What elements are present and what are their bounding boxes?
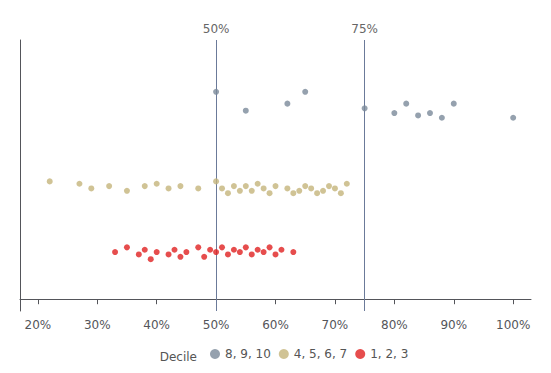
svg-text:50%: 50%	[203, 22, 230, 36]
svg-text:70%: 70%	[322, 318, 349, 332]
svg-text:30%: 30%	[84, 318, 111, 332]
svg-text:20%: 20%	[24, 318, 51, 332]
svg-text:8, 9, 10: 8, 9, 10	[225, 347, 271, 361]
svg-text:80%: 80%	[381, 318, 408, 332]
svg-text:Decile: Decile	[160, 350, 197, 364]
svg-text:1, 2, 3: 1, 2, 3	[370, 347, 408, 361]
svg-text:4, 5, 6, 7: 4, 5, 6, 7	[294, 347, 347, 361]
svg-text:90%: 90%	[440, 318, 467, 332]
svg-text:50%: 50%	[203, 318, 230, 332]
svg-text:60%: 60%	[262, 318, 289, 332]
svg-text:75%: 75%	[351, 22, 378, 36]
svg-text:40%: 40%	[143, 318, 170, 332]
svg-text:100%: 100%	[496, 318, 530, 332]
